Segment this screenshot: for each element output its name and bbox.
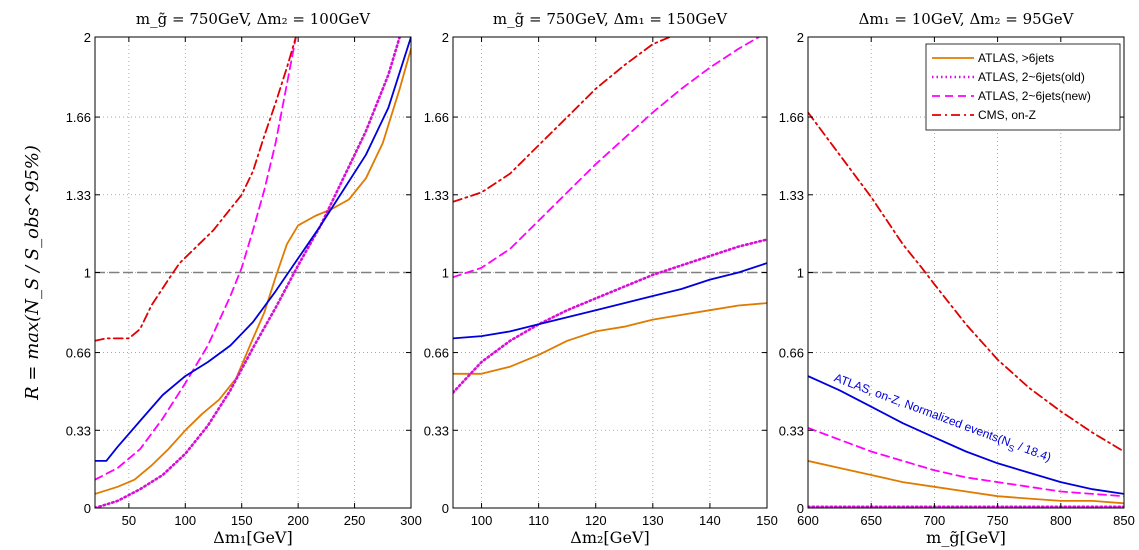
- x-axis-label: Δm₁[GeV]: [213, 528, 292, 547]
- x-axis-label: m_g̃[GeV]: [926, 528, 1006, 547]
- x-tick-label: 850: [1113, 513, 1135, 528]
- y-tick-label: 0: [442, 501, 449, 516]
- legend-label: ATLAS, 2~6jets(new): [978, 89, 1091, 103]
- x-tick-label: 250: [344, 513, 366, 528]
- annotation-subscript: S: [1006, 443, 1015, 454]
- series-line-atlas-6jets: [95, 47, 411, 495]
- series-line-atlas-2-6jets-new-: [808, 426, 1124, 498]
- legend-label: CMS, on-Z: [978, 108, 1036, 122]
- x-tick-label: 800: [1050, 513, 1072, 528]
- y-tick-label: 1: [797, 266, 804, 281]
- legend-label: ATLAS, 2~6jets(old): [978, 70, 1085, 84]
- panel-title: m_g̃ = 750GeV, Δm₂ = 100GeV: [136, 10, 371, 28]
- y-tick-label: 1: [84, 266, 91, 281]
- y-tick-label: 1.33: [66, 188, 91, 203]
- series-line-atlas-2-6jets-old-: [453, 238, 767, 394]
- x-tick-label: 300: [400, 513, 422, 528]
- x-tick-label: 120: [585, 513, 607, 528]
- panel-title: Δm₁ = 10GeV, Δm₂ = 95GeV: [859, 10, 1075, 28]
- x-tick-label: 110: [528, 513, 549, 528]
- y-tick-label: 0.66: [779, 346, 804, 361]
- x-tick-label: 140: [699, 513, 721, 528]
- series-line-atlas-2-6jets-new-: [95, 37, 297, 481]
- x-tick-label: 50: [122, 513, 136, 528]
- x-tick-label: 750: [987, 513, 1009, 528]
- legend-label: ATLAS, >6jets: [978, 51, 1054, 65]
- series-line-atlas-on-z-normalized-events-n-s-18-4-: [808, 375, 1124, 495]
- x-tick-label: 600: [797, 513, 819, 528]
- y-tick-label: 1: [442, 266, 449, 281]
- series-line-cms-on-z: [95, 37, 297, 342]
- x-axis-label: Δm₂[GeV]: [570, 528, 649, 547]
- y-tick-label: 0.66: [424, 346, 449, 361]
- y-tick-label: 0.33: [66, 423, 91, 438]
- panel-title: m_g̃ = 750GeV, Δm₁ = 150GeV: [493, 10, 728, 28]
- x-tick-label: 200: [287, 513, 309, 528]
- y-tick-label: 1.33: [424, 188, 449, 203]
- axes-layer: [94, 36, 1125, 509]
- x-tick-label: 150: [231, 513, 253, 528]
- series-line-atlas-6jets: [808, 459, 1124, 505]
- y-tick-label: 0: [797, 501, 804, 516]
- x-tick-label: 700: [924, 513, 946, 528]
- y-tick-label: 2: [84, 30, 91, 45]
- y-tick-label: 2: [442, 30, 449, 45]
- y-tick-label: 0: [84, 501, 91, 516]
- x-tick-label: 100: [471, 513, 493, 528]
- y-tick-label: 1.33: [779, 188, 804, 203]
- x-tick-label: 650: [860, 513, 882, 528]
- x-tick-label: 130: [642, 513, 664, 528]
- series-layer: [95, 37, 1124, 508]
- series-line-cms-on-z: [453, 37, 671, 203]
- y-tick-label: 1.66: [66, 110, 91, 125]
- y-tick-label: 2: [797, 30, 804, 45]
- x-tick-label: 150: [756, 513, 778, 528]
- series-line-atlas-6jets: [453, 302, 767, 375]
- y-tick-label: 0.33: [779, 423, 804, 438]
- series-line-atlas-2-6jets-new-: [453, 37, 761, 279]
- y-tick-label: 0.66: [66, 346, 91, 361]
- y-tick-label: 1.66: [424, 110, 449, 125]
- y-axis-label: R = max(N_S / S_obs^95%): [22, 145, 43, 401]
- series-line-atlas-on-z-normalized-events-n-s-18-4-: [453, 262, 767, 340]
- y-tick-label: 1.66: [779, 110, 804, 125]
- y-tick-label: 0.33: [424, 423, 449, 438]
- x-tick-label: 100: [174, 513, 196, 528]
- series-line-atlas-on-z-normalized-events-n-s-18-4-: [95, 37, 411, 462]
- series-line-atlas-2-6jets-old-: [95, 37, 402, 508]
- series-line-cms-on-z: [808, 111, 1124, 453]
